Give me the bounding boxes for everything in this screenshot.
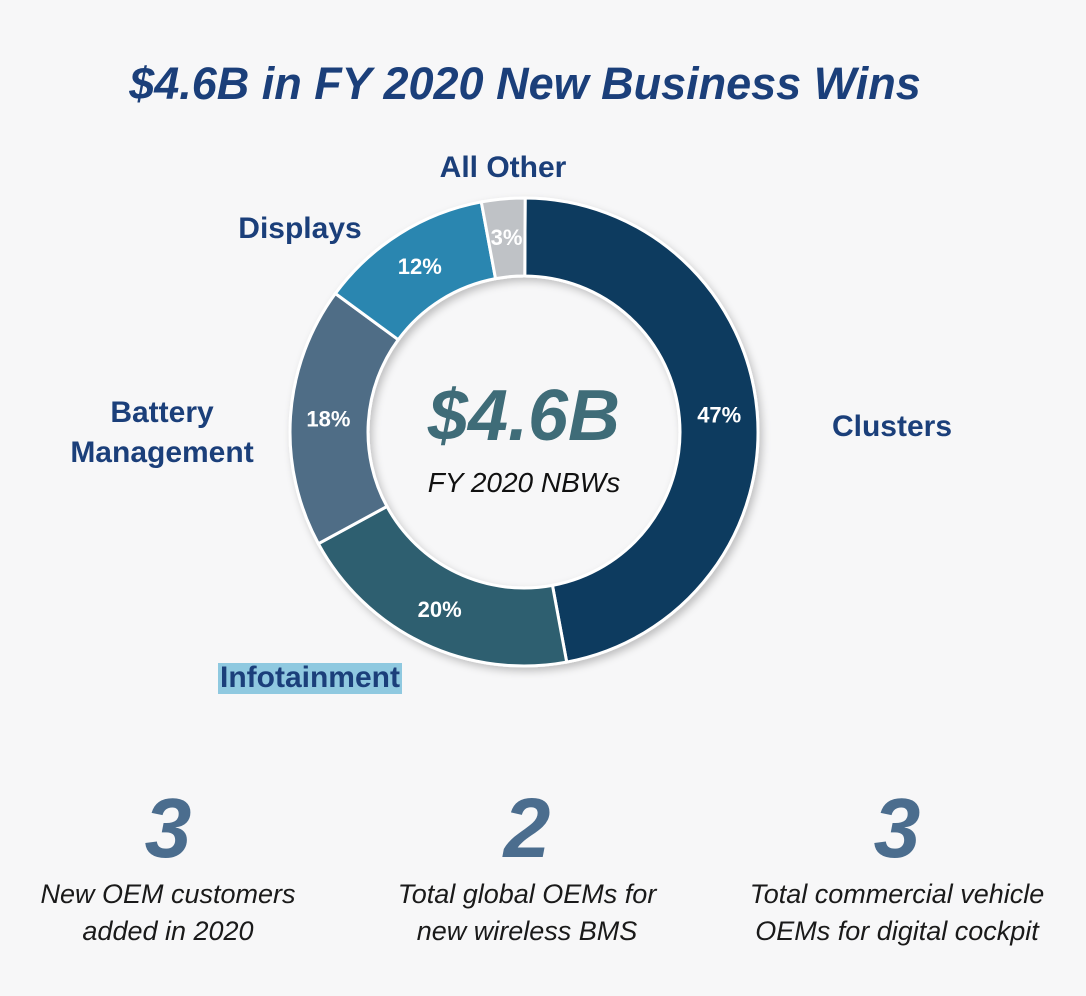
donut-chart: 47% 20% 18% 12% 3% Clusters Infotainment Batte… bbox=[70, 151, 952, 694]
stat-description-line: New OEM customers bbox=[40, 879, 296, 909]
stat-commercial-vehicle-oems: 3 Total commercial vehicle OEMs for digi… bbox=[727, 782, 1067, 950]
slice-value-label: 12% bbox=[398, 254, 442, 279]
slice-category-label-line: Clusters bbox=[832, 410, 952, 443]
stat-global-oems-bms: 2 Total global OEMs for new wireless BMS bbox=[357, 782, 697, 950]
slice-category-label-battery-management: Battery Management bbox=[70, 396, 253, 469]
stat-description: Total global OEMs for new wireless BMS bbox=[357, 876, 697, 950]
stat-number: 3 bbox=[144, 781, 192, 875]
slice-value-label: 18% bbox=[306, 407, 350, 432]
slice-category-label-line: All Other bbox=[440, 151, 567, 184]
slice-category-label-line: Displays bbox=[238, 212, 361, 245]
stat-number: 3 bbox=[873, 781, 921, 875]
slice-value-label: 47% bbox=[697, 403, 741, 428]
slice-value-label: 3% bbox=[491, 225, 523, 250]
stat-description-line: added in 2020 bbox=[82, 916, 254, 946]
donut-slice-all-other bbox=[479, 196, 527, 281]
center-caption: FY 2020 NBWs bbox=[428, 467, 620, 498]
stat-description-line: Total commercial vehicle bbox=[749, 879, 1045, 909]
slice-category-label-clusters: Clusters bbox=[832, 410, 952, 443]
slice-category-labels: Clusters Infotainment Battery Management Dis… bbox=[70, 151, 952, 694]
stat-description-line: new wireless BMS bbox=[416, 916, 638, 946]
donut-slices bbox=[288, 196, 760, 668]
page-title: $4.6B in FY 2020 New Business Wins bbox=[129, 58, 921, 109]
stat-number: 2 bbox=[503, 781, 551, 875]
slice-category-label-infotainment: Infotainment bbox=[218, 661, 402, 694]
label-highlight bbox=[218, 663, 402, 694]
slice-category-label-all-other: All Other bbox=[440, 151, 567, 184]
slice-category-label-line: Management bbox=[70, 436, 253, 469]
donut-slice-clusters bbox=[523, 196, 760, 664]
stat-description-line: OEMs for digital cockpit bbox=[755, 916, 1039, 946]
slice-category-label-line: Battery bbox=[110, 396, 214, 429]
slice-value-labels: 47% 20% 18% 12% 3% bbox=[306, 225, 741, 622]
stat-description: Total commercial vehicle OEMs for digita… bbox=[727, 876, 1067, 950]
donut-slice-infotainment bbox=[316, 504, 569, 668]
slice-category-label-displays: Displays bbox=[238, 212, 361, 245]
stat-new-oem-customers: 3 New OEM customers added in 2020 bbox=[0, 782, 338, 950]
stat-description-line: Total global OEMs for bbox=[397, 879, 657, 909]
slice-value-label: 20% bbox=[418, 597, 462, 622]
center-value: $4.6B bbox=[427, 376, 620, 456]
stat-description: New OEM customers added in 2020 bbox=[0, 876, 338, 950]
slice-category-label-line: Infotainment bbox=[220, 661, 400, 694]
